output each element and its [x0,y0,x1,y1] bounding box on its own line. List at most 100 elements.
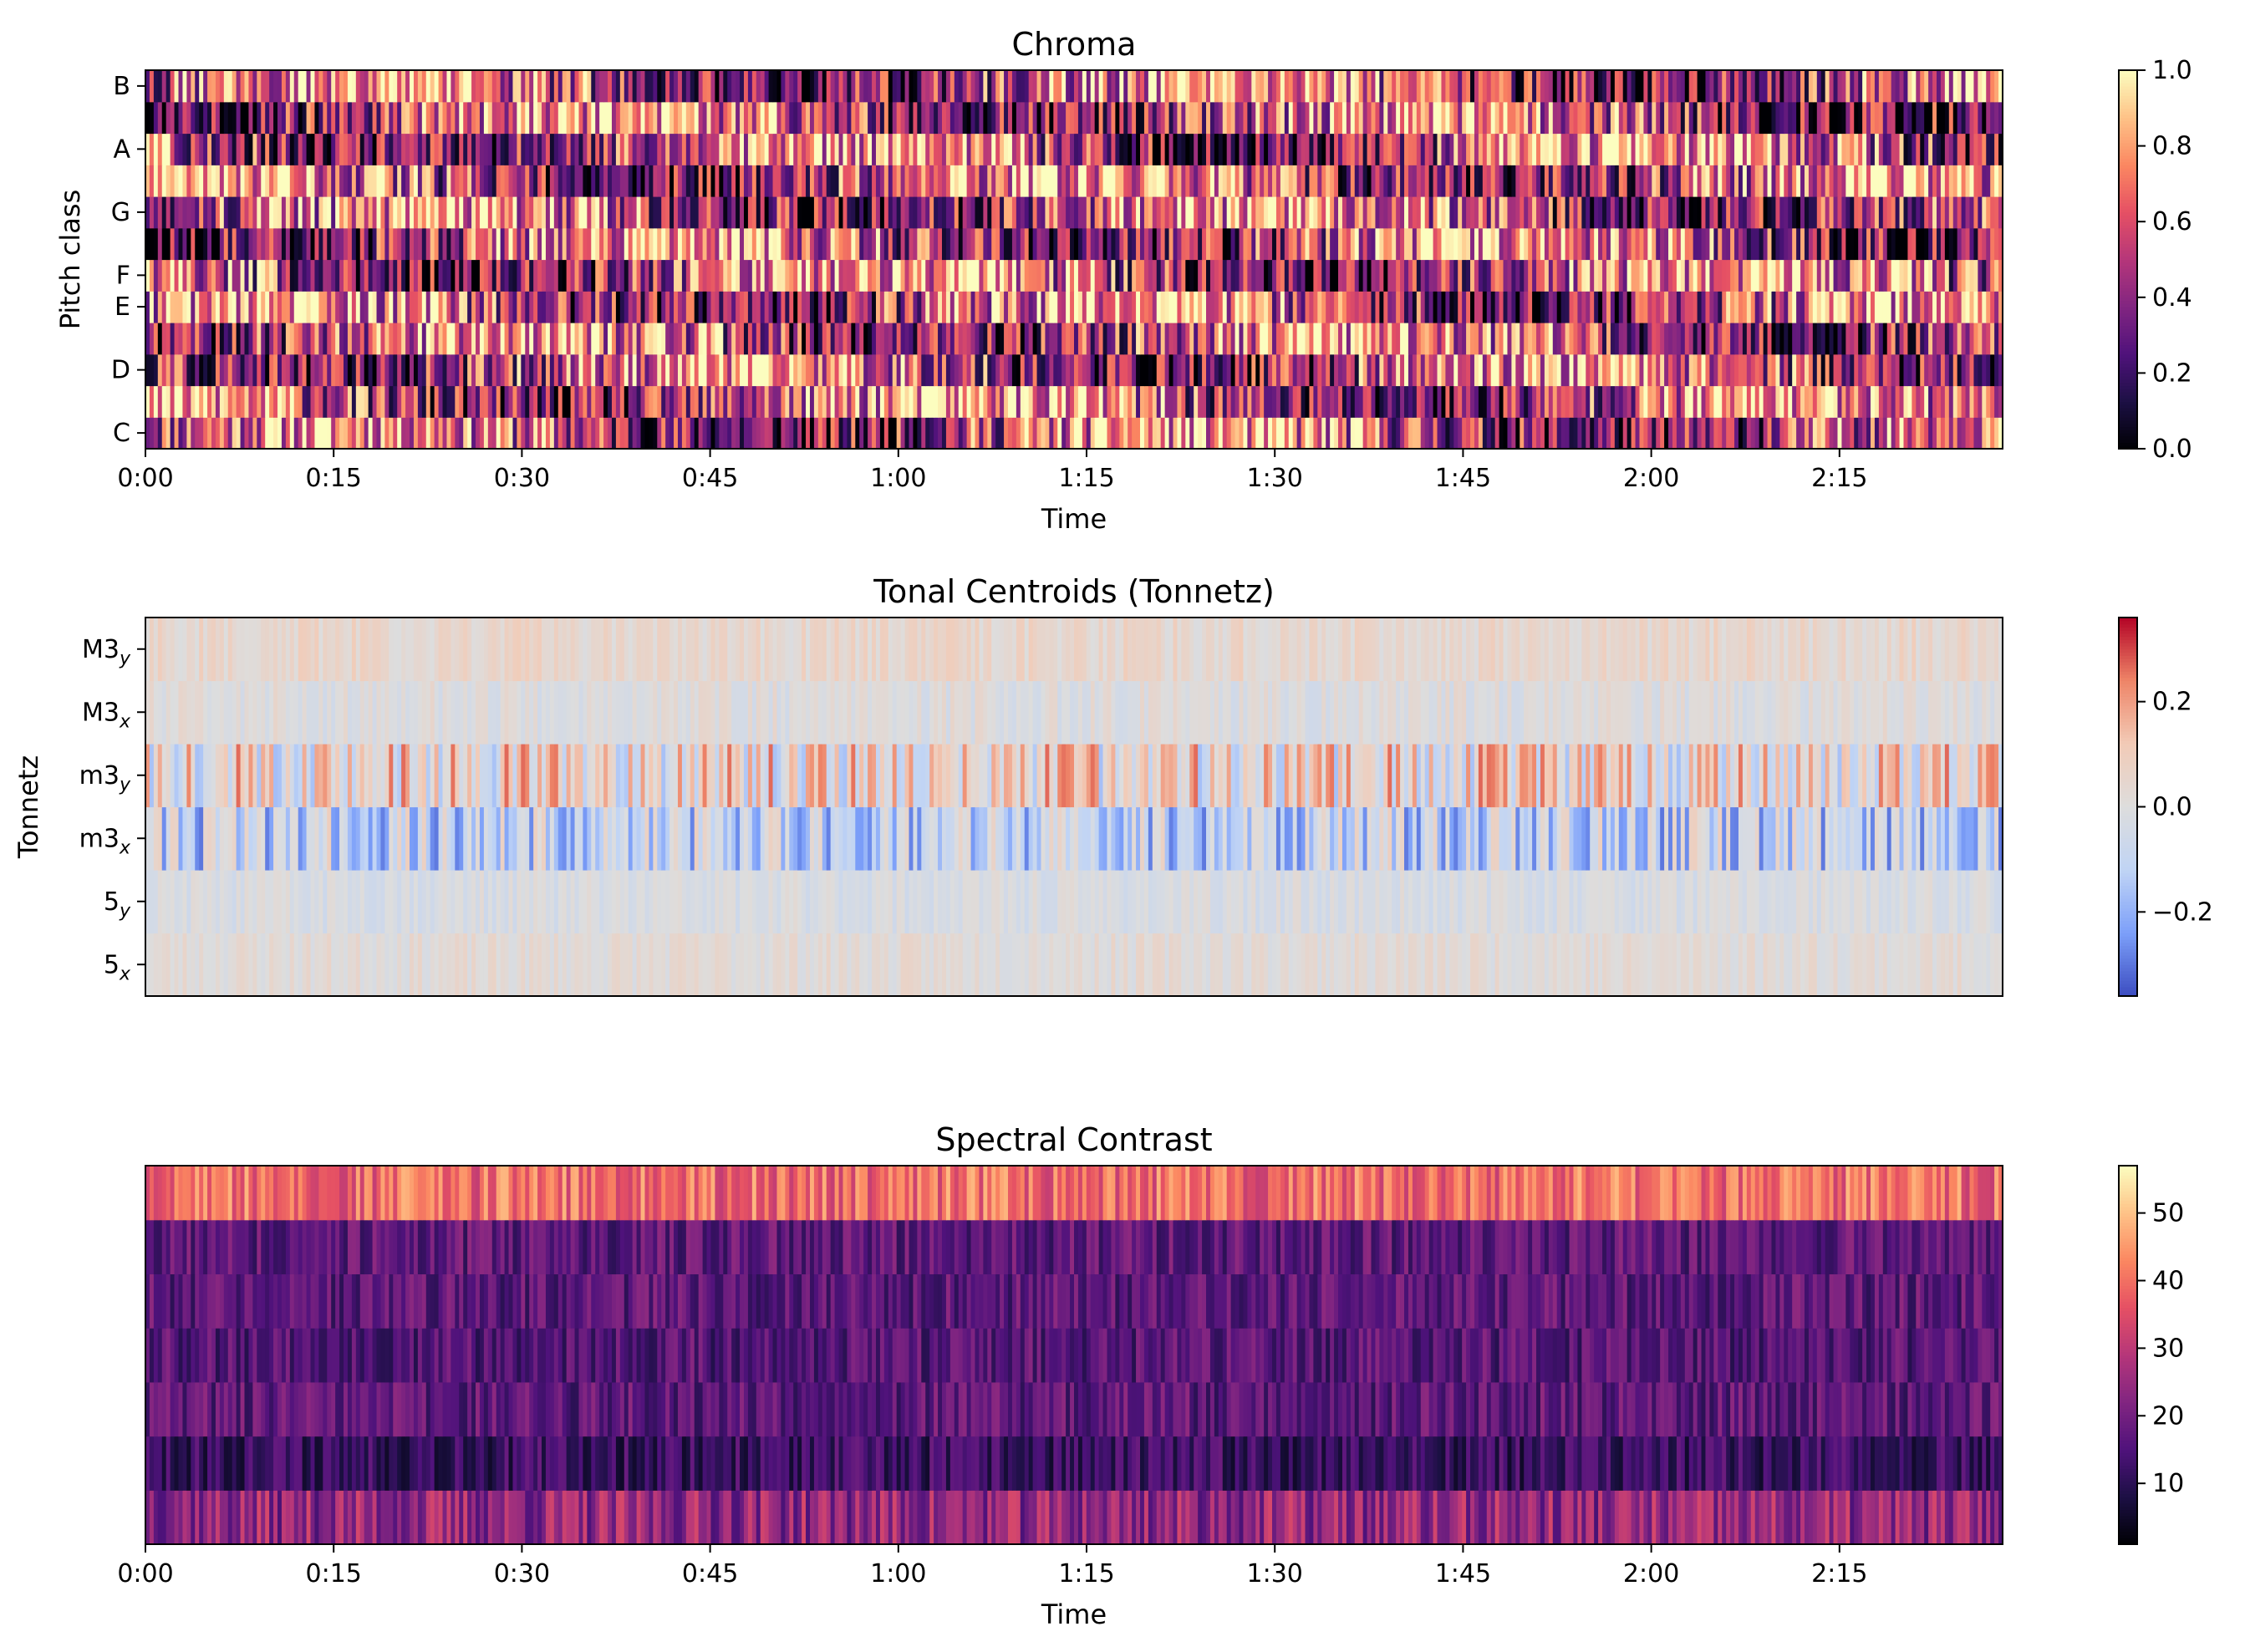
heatmap-cell [653,196,658,229]
heatmap-cell [1775,323,1780,355]
heatmap-cell [1387,165,1392,197]
heatmap-cell [830,353,836,387]
heatmap-cell [1206,259,1211,292]
heatmap-cell [1804,353,1810,387]
heatmap-cell [1652,165,1657,197]
heatmap-cell [508,323,514,355]
heatmap-cell [1082,101,1087,135]
heatmap-cell [731,101,736,135]
heatmap-cell [483,291,489,323]
heatmap-cell [1408,385,1413,418]
heatmap-cell [900,101,906,135]
heatmap-cell [389,385,394,418]
heatmap-cell [1160,323,1166,355]
heatmap-cell [649,417,654,450]
heatmap-cell [347,227,353,261]
heatmap-cell [1944,259,1950,292]
heatmap-cell [508,259,514,292]
heatmap-cell [1750,259,1756,292]
heatmap-cell [1841,259,1846,292]
heatmap-cell [1565,101,1570,135]
heatmap-cell [909,385,914,418]
heatmap-cell [1367,291,1372,323]
heatmap-cell [451,133,456,165]
heatmap-cell [1272,291,1277,323]
heatmap-cell [455,133,460,165]
heatmap-cell [945,227,951,261]
heatmap-cell [1458,133,1463,165]
heatmap-cell [1321,353,1326,387]
heatmap-cell [542,385,547,418]
heatmap-cell [442,385,448,418]
heatmap-cell [487,259,493,292]
heatmap-cell [1982,385,1987,418]
heatmap-cell [1148,227,1153,261]
heatmap-cell [207,133,212,165]
heatmap-cell [669,227,675,261]
heatmap-cell [252,417,257,450]
heatmap-cell [817,353,823,387]
heatmap-cell [1428,196,1434,229]
heatmap-cell [743,417,749,450]
heatmap-cell [1041,323,1046,355]
heatmap-cell [1292,259,1298,292]
heatmap-cell [1119,165,1124,197]
heatmap-cell [1371,196,1377,229]
heatmap-cell [1808,353,1814,387]
heatmap-cell [1090,417,1096,450]
heatmap-cell [1330,323,1335,355]
heatmap-cell [1499,353,1504,387]
heatmap-cell [327,70,332,103]
heatmap-cell [248,165,253,197]
heatmap-cell [1453,133,1458,165]
heatmap-cell [929,165,934,197]
heatmap-cell [1907,385,1912,418]
heatmap-cell [1499,227,1504,261]
heatmap-cell [1160,165,1166,197]
heatmap-cell [1230,323,1236,355]
heatmap-cell [1560,417,1566,450]
heatmap-cell [649,353,654,387]
heatmap-cell [1912,101,1917,135]
heatmap-cell [1379,227,1384,261]
heatmap-cell [215,385,221,418]
heatmap-cell [1560,133,1566,165]
heatmap-cell [1383,323,1388,355]
heatmap-cell [405,165,410,197]
heatmap-cell [1808,101,1814,135]
heatmap-cell [1206,417,1211,450]
heatmap-cell [1148,291,1153,323]
heatmap-cell [995,353,1000,387]
heatmap-cell [430,385,435,418]
heatmap-cell [1082,196,1087,229]
heatmap-cell [983,385,988,418]
heatmap-cell [1275,385,1281,418]
heatmap-cell [1668,227,1673,261]
heatmap-cell [863,417,868,450]
heatmap-cell [1032,385,1038,418]
heatmap-cell [1986,385,1991,418]
heatmap-cell [1602,323,1607,355]
heatmap-cell [1581,353,1586,387]
heatmap-cell [599,385,604,418]
heatmap-cell [681,385,687,418]
heatmap-cell [1090,165,1096,197]
heatmap-cell [537,133,542,165]
heatmap-cell [1614,353,1620,387]
heatmap-cell [442,323,448,355]
heatmap-cell [1449,353,1454,387]
heatmap-cell [1057,291,1062,323]
heatmap-cell [257,323,262,355]
heatmap-cell [1722,291,1727,323]
heatmap-cell [323,385,328,418]
heatmap-cell [595,259,600,292]
heatmap-cell [1812,165,1818,197]
heatmap-cell [1833,101,1839,135]
heatmap-cell [1622,385,1628,418]
heatmap-cell [553,291,559,323]
heatmap-cell [203,133,208,165]
heatmap-cell [1424,101,1430,135]
heatmap-cell [364,101,369,135]
heatmap-cell [574,353,580,387]
heatmap-cell [389,323,394,355]
